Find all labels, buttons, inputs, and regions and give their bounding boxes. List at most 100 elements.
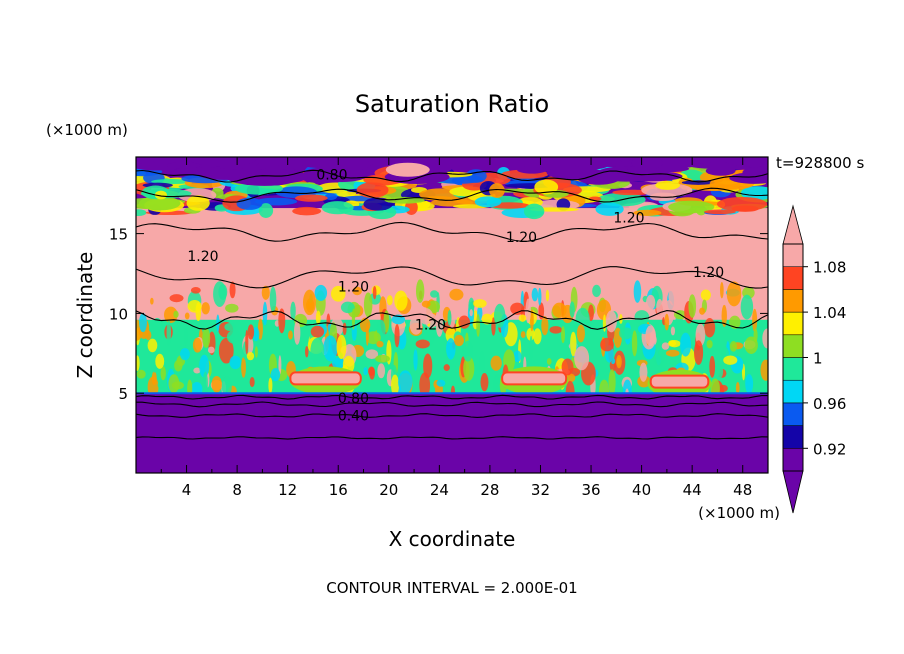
contour-label: 1.20	[338, 279, 369, 295]
contour-line	[136, 187, 768, 203]
mixing-cell	[336, 334, 347, 360]
mixing-cell	[314, 284, 328, 302]
colorbar-lower-extend	[782, 470, 804, 514]
mixing-cell	[391, 374, 399, 396]
mixing-cell	[166, 320, 171, 346]
dry-pocket	[739, 157, 768, 168]
mixing-cell	[310, 337, 325, 364]
mixing-cell	[680, 332, 692, 357]
mixing-cell	[430, 290, 439, 298]
mixing-cell	[435, 312, 443, 337]
moist-band-cell	[258, 203, 274, 218]
dry-pocket	[298, 157, 344, 169]
mixing-cell	[310, 325, 325, 338]
x-tick-label: 8	[232, 481, 242, 499]
mixing-cell	[549, 326, 563, 334]
mixing-cell	[302, 289, 316, 316]
mixing-cell	[249, 376, 255, 388]
y-unit-label: (×1000 m)	[46, 121, 128, 139]
contour-label: 0.80	[316, 168, 347, 184]
contour-lines	[136, 169, 768, 440]
mixing-cell	[449, 288, 464, 301]
mixing-cell	[305, 345, 309, 358]
colorbar-tick-label: 1.08	[813, 259, 846, 277]
mixing-cell	[145, 330, 152, 341]
contour-interval-footer: CONTOUR INTERVAL = 2.000E-01	[326, 579, 577, 597]
mixing-cell	[634, 310, 650, 324]
mixing-cell	[199, 354, 210, 378]
colorbar-tick-label: 1	[813, 350, 823, 368]
mixing-cell	[193, 367, 201, 374]
mixing-cell	[136, 369, 146, 379]
mixing-cell	[247, 324, 255, 340]
colorbar-segment	[782, 425, 804, 449]
mixing-cell	[352, 286, 362, 296]
x-tick-label: 40	[632, 481, 651, 499]
mixing-cell	[416, 279, 425, 303]
contour-line	[136, 266, 768, 289]
mixing-cell	[668, 340, 677, 347]
colorbar-segment	[782, 357, 804, 381]
mixing-cell	[207, 346, 215, 354]
moist-band-cell	[138, 196, 181, 211]
x-axis-label: X coordinate	[389, 527, 516, 551]
mixing-cell	[377, 363, 386, 379]
colorbar-segment	[782, 289, 804, 313]
mixing-cell	[331, 357, 345, 369]
y-axis-ticks: 5 10 15	[109, 226, 768, 403]
moist-band-cell	[740, 186, 768, 201]
x-unit-label: (×1000 m)	[698, 504, 780, 522]
mixing-cell	[409, 315, 423, 335]
mixing-cell	[445, 327, 457, 343]
colorbar-tick-label: 0.92	[813, 440, 846, 458]
moist-band-cell	[668, 200, 715, 214]
mixing-cell	[293, 320, 301, 345]
mixing-cell	[600, 337, 614, 352]
mixing-cell	[706, 339, 713, 349]
colorbar: 1.08 1.04 1 0.96 0.92	[782, 204, 846, 514]
contour-label: 1.20	[693, 265, 724, 281]
mixing-cell	[670, 326, 676, 336]
plot-frame	[135, 156, 769, 474]
dry-pocket	[631, 157, 663, 170]
x-tick-label: 28	[480, 481, 499, 499]
y-tick-label: 10	[109, 305, 128, 323]
moist-band-cell	[321, 201, 354, 215]
mixing-cell	[278, 355, 282, 375]
colorbar-segment	[782, 243, 804, 267]
mixing-cell	[533, 328, 542, 345]
mixing-cell	[729, 315, 741, 329]
mixing-cell	[531, 287, 539, 302]
mixing-cell	[479, 351, 485, 375]
mixing-cell	[421, 300, 431, 308]
mixing-cell	[376, 340, 384, 348]
mixing-cell	[342, 322, 347, 336]
y-tick-label: 15	[109, 226, 128, 244]
mixing-cell	[179, 348, 190, 361]
moist-band-cell	[534, 179, 559, 195]
mixing-cell	[268, 377, 273, 394]
mixing-cell	[269, 286, 277, 313]
mixing-cell	[493, 374, 502, 396]
mixing-cell	[413, 349, 418, 371]
mixing-cell	[633, 280, 642, 303]
mixing-cell	[576, 324, 585, 343]
mixing-cell	[658, 349, 664, 357]
mixing-cell	[454, 334, 464, 347]
mixing-cell	[561, 326, 566, 344]
x-axis-ticks: 4 8 12 16 20 24 28 32 36 40 44 48	[160, 157, 752, 499]
mixing-cell	[290, 279, 299, 302]
mixing-cell	[421, 324, 433, 342]
mixing-cell	[490, 355, 502, 371]
mixing-cell	[190, 287, 201, 294]
mixing-cell	[575, 307, 590, 331]
colorbar-tick-label: 1.04	[813, 304, 846, 322]
moist-band-cell	[136, 209, 147, 217]
contour-label: 1.20	[613, 211, 644, 227]
mixing-cell	[157, 381, 165, 389]
contour-label: 1.20	[506, 230, 537, 246]
mixing-cell	[480, 373, 489, 392]
mixing-cell	[462, 340, 473, 362]
mixing-cell	[463, 356, 475, 381]
